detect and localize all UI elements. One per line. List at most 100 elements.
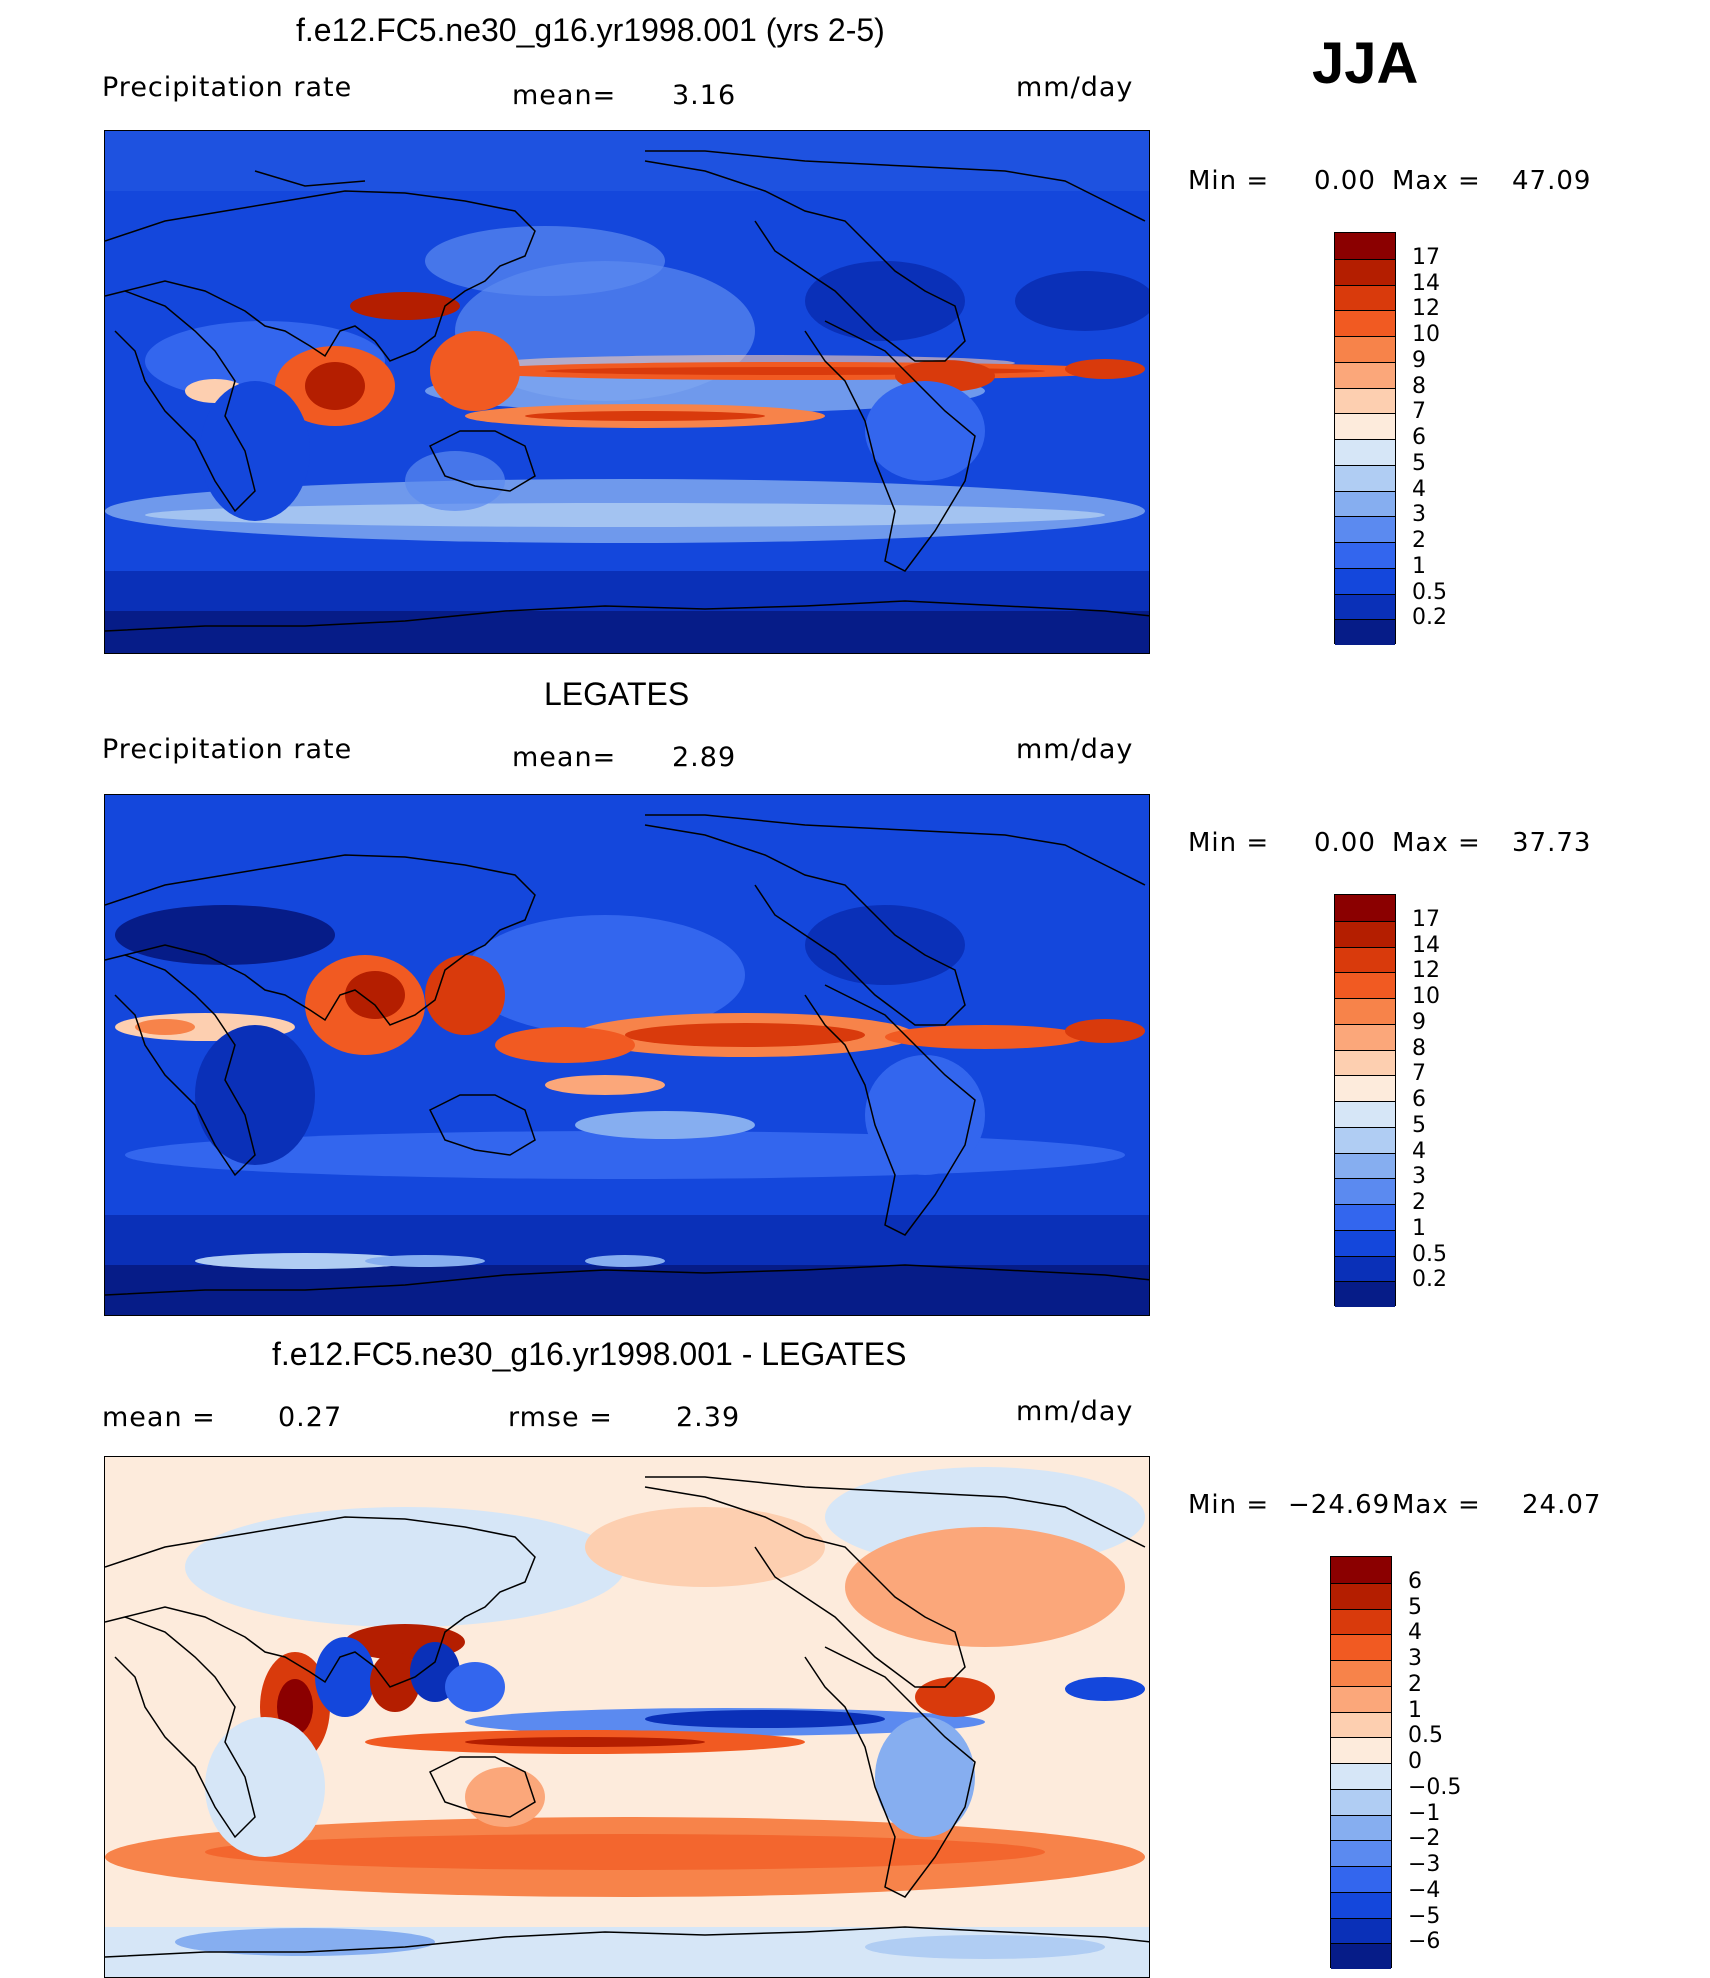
colorbar-tick-label: 6 <box>1412 425 1426 450</box>
colorbar-segment <box>1335 490 1395 517</box>
colorbar-segment <box>1335 946 1395 973</box>
colorbar-segment <box>1335 361 1395 388</box>
season-label: JJA <box>1312 31 1419 96</box>
colorbar-segment <box>1331 1557 1391 1583</box>
colorbar-segment <box>1335 972 1395 998</box>
colorbar-tick-label: 5 <box>1412 450 1426 476</box>
panel-diff-colorbar: 6 5 4 3 2 1 0.5 0 −0.5 −1 −2 −3 −4 −5 −6 <box>1330 1556 1461 1969</box>
colorbar-segment <box>1335 1204 1395 1230</box>
colorbar-tick-label: 2 <box>1408 1671 1422 1697</box>
colorbar-segment <box>1335 284 1395 311</box>
panel-obs-min-value: 0.00 <box>1314 828 1376 858</box>
panel-diff-title: f.e12.FC5.ne30_g16.yr1998.001 - LEGATES <box>272 1336 907 1372</box>
colorbar-segment <box>1335 1178 1395 1204</box>
colorbar-segment <box>1335 1281 1395 1307</box>
panel-obs-units: mm/day <box>1016 734 1134 765</box>
colorbar-tick-label: 3 <box>1412 502 1426 528</box>
panel-obs-colorbar: 17 14 12 10 9 8 7 6 5 4 3 2 1 0.5 0.2 <box>1334 894 1447 1307</box>
panel-model-title: f.e12.FC5.ne30_g16.yr1998.001 (yrs 2-5) <box>296 12 885 48</box>
panel-diff-min-value: −24.69 <box>1288 1490 1391 1520</box>
panel-diff-rmse-label: rmse = <box>508 1402 613 1433</box>
colorbar-segment <box>1331 1814 1391 1841</box>
colorbar-segment <box>1335 920 1395 947</box>
colorbar-segment <box>1335 310 1395 336</box>
colorbar-tick-label: 4 <box>1412 1138 1426 1164</box>
colorbar-tick-label: 0.5 <box>1412 1241 1447 1267</box>
colorbar-segment <box>1331 1891 1391 1918</box>
panel-model-map-svg <box>105 131 1149 653</box>
colorbar-segment <box>1331 1634 1391 1660</box>
colorbar-tick-label: 17 <box>1412 906 1440 932</box>
colorbar-segment <box>1331 1943 1391 1969</box>
colorbar-box <box>1334 232 1396 645</box>
colorbar-segment <box>1335 1229 1395 1256</box>
panel-model-variable: Precipitation rate <box>102 72 353 103</box>
colorbar-tick-label: 9 <box>1412 1009 1426 1035</box>
colorbar-tick-label: 9 <box>1412 347 1426 373</box>
colorbar-segment <box>1331 1866 1391 1892</box>
colorbar-segment <box>1335 1101 1395 1127</box>
colorbar-segment <box>1335 233 1395 259</box>
colorbar-segment <box>1335 542 1395 568</box>
colorbar-tick-label: 1 <box>1412 1215 1426 1241</box>
panel-diff-max-label: Max = <box>1392 1490 1481 1520</box>
panel-model-min-label: Min = <box>1188 166 1270 196</box>
colorbar-tick-label: 10 <box>1412 322 1440 347</box>
panel-diff-max-value: 24.07 <box>1522 1490 1602 1520</box>
colorbar-segment <box>1331 1608 1391 1635</box>
panel-obs-variable: Precipitation rate <box>102 734 353 765</box>
panel-diff-rmse-value: 2.39 <box>676 1402 741 1433</box>
colorbar-tick-label: 0.5 <box>1408 1723 1443 1749</box>
colorbar-segment <box>1335 336 1395 362</box>
panel-model-map <box>104 130 1150 654</box>
colorbar-tick-label: 0.2 <box>1412 605 1447 631</box>
panel-diff-mean-label: mean = <box>102 1402 216 1433</box>
colorbar-tick-label: 3 <box>1408 1646 1422 1671</box>
colorbar-tick-label: 14 <box>1412 270 1440 296</box>
panel-model-colorbar: 17 14 12 10 9 8 7 6 5 4 3 2 1 0.5 0.2 <box>1334 232 1447 645</box>
panel-diff-map-svg <box>105 1457 1149 1977</box>
colorbar-segment <box>1335 1152 1395 1179</box>
colorbar-segment <box>1331 1788 1391 1815</box>
panel-diff-units: mm/day <box>1016 1396 1134 1427</box>
panel-obs-mean-value: 2.89 <box>672 742 737 773</box>
panel-model-min-value: 0.00 <box>1314 166 1376 196</box>
colorbar-tick-label: 17 <box>1412 244 1440 270</box>
panel-obs-max-label: Max = <box>1392 828 1481 858</box>
panel-diff-map <box>104 1456 1150 1978</box>
colorbar-tick-label: −2 <box>1408 1826 1441 1852</box>
colorbar-tick-label: 6 <box>1408 1568 1422 1594</box>
colorbar-segment <box>1335 593 1395 620</box>
panel-obs-min-label: Min = <box>1188 828 1270 858</box>
colorbar-tick-label: −0.5 <box>1408 1774 1462 1800</box>
colorbar-tick-label: 12 <box>1412 958 1440 984</box>
colorbar-tick-label: 12 <box>1412 296 1440 322</box>
colorbar-segment <box>1335 439 1395 465</box>
panel-model-mean-label: mean= <box>512 80 617 111</box>
colorbar-box <box>1330 1556 1392 1969</box>
colorbar-tick-label: 4 <box>1412 476 1426 502</box>
colorbar-segment <box>1331 1737 1391 1763</box>
colorbar-segment <box>1335 1075 1395 1101</box>
colorbar-segment <box>1335 998 1395 1024</box>
colorbar-tick-label: −4 <box>1408 1877 1441 1903</box>
colorbar-tick-label: −5 <box>1408 1903 1441 1929</box>
panel-diff-min-label: Min = <box>1188 1490 1270 1520</box>
colorbar-tick-label: 5 <box>1408 1594 1422 1620</box>
colorbar-tick-label: 10 <box>1412 984 1440 1009</box>
colorbar-segment <box>1335 413 1395 439</box>
colorbar-tick-label: 1 <box>1408 1697 1422 1723</box>
colorbar-tick-label: 6 <box>1412 1087 1426 1112</box>
colorbar-segment <box>1331 1917 1391 1944</box>
colorbar-tick-label: −3 <box>1408 1852 1441 1877</box>
panel-diff-mean-value: 0.27 <box>278 1402 343 1433</box>
panel-obs-max-value: 37.73 <box>1512 828 1592 858</box>
colorbar-segment <box>1335 258 1395 285</box>
colorbar-tick-label: 8 <box>1412 1035 1426 1061</box>
panel-obs-map-svg <box>105 795 1149 1315</box>
colorbar-tick-label: 14 <box>1412 932 1440 958</box>
colorbar-segment <box>1335 567 1395 594</box>
colorbar-tick-label: 2 <box>1412 528 1426 553</box>
colorbar-tick-label: 1 <box>1412 553 1426 579</box>
panel-model-mean-value: 3.16 <box>672 80 737 111</box>
